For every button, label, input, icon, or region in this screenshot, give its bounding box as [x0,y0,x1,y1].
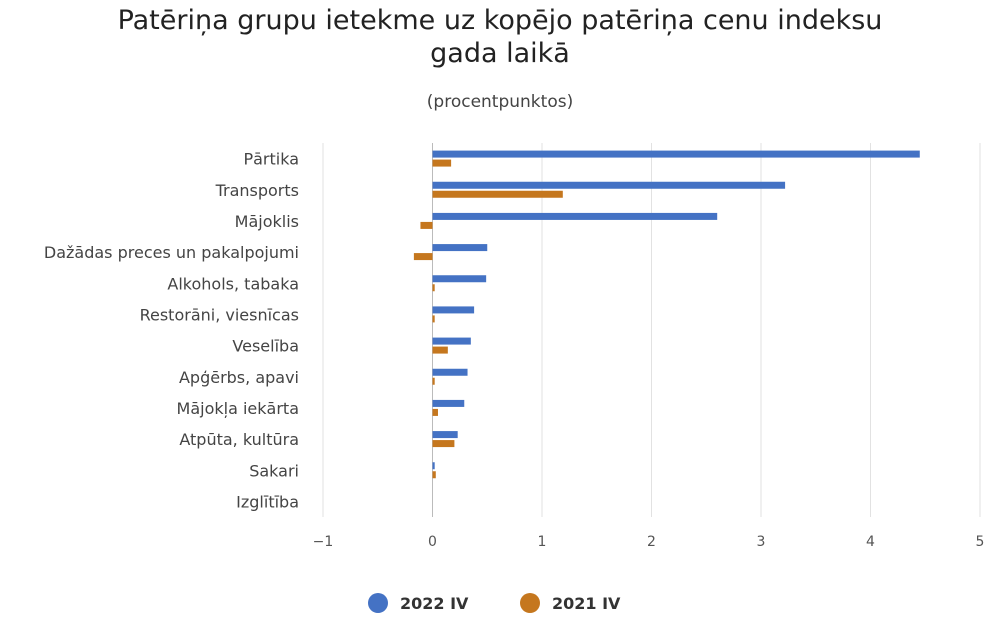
bar-2021-iv [432,377,435,385]
bar-2021-iv [432,315,435,323]
bar-2022-iv [432,399,465,407]
bar-2022-iv [432,275,487,283]
chart-title-line-1: Patēriņa grupu ietekme uz kopējo patēriņ… [117,5,883,36]
x-tick-label: 4 [866,534,875,550]
bar-2021-iv [432,471,436,479]
category-label: Transports [215,181,299,200]
x-tick-label: −1 [313,534,334,550]
bar-2021-iv [432,440,455,448]
bar-2021-iv [432,346,448,354]
category-label: Alkohols, tabaka [167,274,299,293]
x-tick-label: 3 [757,534,766,550]
category-label: Sakari [249,461,299,480]
bar-2022-iv [432,306,475,314]
category-label: Dažādas preces un pakalpojumi [44,243,299,262]
legend-marker [368,593,388,613]
bar-2021-iv [432,159,452,167]
category-label: Atpūta, kultūra [179,430,299,449]
bar-2022-iv [432,368,468,376]
bar-2021-iv [432,284,435,292]
bar-2022-iv [432,181,786,189]
category-label: Apģērbs, apavi [179,368,299,387]
category-label: Mājoklis [235,212,299,231]
bar-2022-iv [432,431,458,439]
bar-2022-iv [432,244,488,252]
category-label: Mājokļa iekārta [177,399,299,418]
bar-2022-iv [432,150,920,158]
bar-2021-iv [420,221,433,229]
bar-2022-iv [432,462,435,470]
bar-2021-iv [413,253,433,261]
x-tick-label: 5 [976,534,985,550]
x-tick-label: 0 [428,534,437,550]
category-label: Veselība [232,337,299,356]
chart-title: Patēriņa grupu ietekme uz kopējo patēriņ… [0,4,1000,70]
chart-title-line-2: gada laikā [430,38,570,69]
legend-label: 2022 IV [400,594,469,613]
chart-subtitle: (procentpunktos) [426,92,574,112]
bar-2022-iv [432,337,471,345]
bar-2021-iv [432,408,438,416]
legend-marker [520,593,540,613]
x-tick-label: 2 [647,534,656,550]
category-label: Izglītība [236,492,299,511]
category-label: Restorāni, viesnīcas [140,305,299,324]
legend-label: 2021 IV [552,594,621,613]
bar-2022-iv [432,212,718,220]
x-tick-label: 1 [538,534,547,550]
category-label: Pārtika [243,150,299,169]
bar-2021-iv [432,190,563,198]
